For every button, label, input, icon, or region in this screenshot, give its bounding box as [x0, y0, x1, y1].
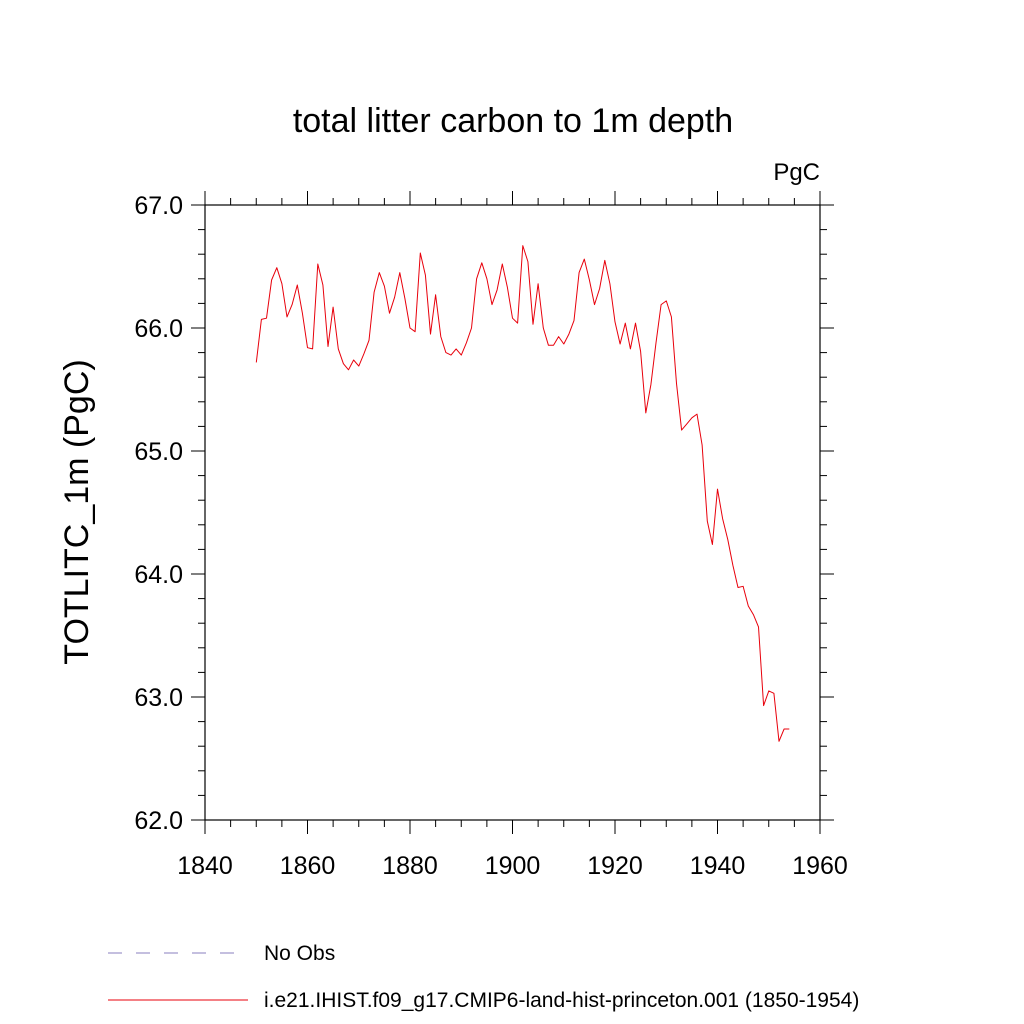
x-tick-label: 1940	[690, 852, 746, 880]
legend-label-no-obs: No Obs	[264, 942, 335, 965]
y-tick-label: 65.0	[134, 438, 183, 466]
x-tick-labels: 1840 1860 1880 1900 1920 1940 1960	[177, 852, 848, 880]
plot-frame	[204, 204, 821, 821]
legend-label-series: i.e21.IHIST.f09_g17.CMIP6-land-hist-prin…	[264, 989, 859, 1012]
y-tick-label: 67.0	[134, 192, 183, 220]
x-tick-label: 1920	[587, 852, 643, 880]
y-tick-label: 63.0	[134, 684, 183, 712]
x-tick-label: 1840	[177, 852, 233, 880]
y-tick-label: 62.0	[134, 807, 183, 835]
legend: No Obs i.e21.IHIST.f09_g17.CMIP6-land-hi…	[108, 942, 859, 1012]
axis-ticks	[191, 191, 834, 834]
series-line	[255, 245, 790, 742]
y-tick-label: 66.0	[134, 315, 183, 343]
x-tick-label: 1960	[792, 852, 848, 880]
x-tick-label: 1900	[485, 852, 541, 880]
x-tick-label: 1860	[280, 852, 336, 880]
x-tick-label: 1880	[382, 852, 438, 880]
y-tick-label: 64.0	[134, 561, 183, 589]
y-axis-label: TOTLITC_1m (PgC)	[58, 359, 96, 664]
units-label: PgC	[773, 159, 820, 186]
chart-title: total litter carbon to 1m depth	[293, 102, 733, 140]
series-group	[255, 245, 790, 742]
y-tick-labels: 62.0 63.0 64.0 65.0 66.0 67.0	[134, 192, 183, 835]
